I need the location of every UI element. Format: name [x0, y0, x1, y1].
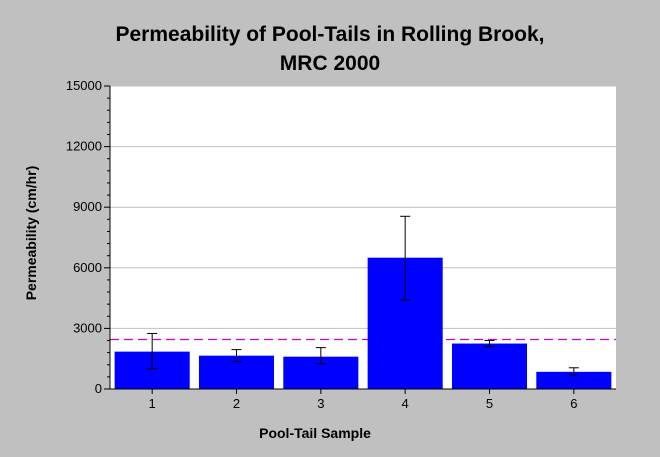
chart-title: Permeability of Pool-Tails in Rolling Br… [0, 20, 660, 78]
x-tick-label: 4 [402, 396, 409, 411]
y-tick-label: 0 [95, 381, 102, 396]
plot-area [110, 86, 616, 389]
x-tick-label: 2 [233, 396, 240, 411]
x-tick-label: 6 [570, 396, 577, 411]
y-tick-label: 3000 [73, 320, 102, 335]
y-axis-label: Permeability (cm/hr) [23, 165, 39, 301]
chart-title-line-2: MRC 2000 [279, 52, 381, 75]
bar [451, 343, 528, 389]
y-tick-label: 9000 [73, 199, 102, 214]
y-tick-label: 6000 [73, 260, 102, 275]
chart-title-line-1: Permeability of Pool-Tails in Rolling Br… [115, 23, 545, 46]
y-tick-label: 15000 [66, 78, 102, 93]
error-bars [147, 215, 579, 376]
y-tick-label: 12000 [66, 139, 102, 154]
x-tick-label: 1 [149, 396, 156, 411]
axes: 0 3000 6000 9000 12000 15000 1 2 3 4 5 6 [66, 78, 616, 411]
gridlines [110, 85, 616, 329]
x-tick-label: 3 [317, 396, 324, 411]
bar [536, 371, 612, 389]
x-axis-label: Pool-Tail Sample [259, 425, 371, 441]
x-tick-label: 5 [486, 396, 493, 411]
